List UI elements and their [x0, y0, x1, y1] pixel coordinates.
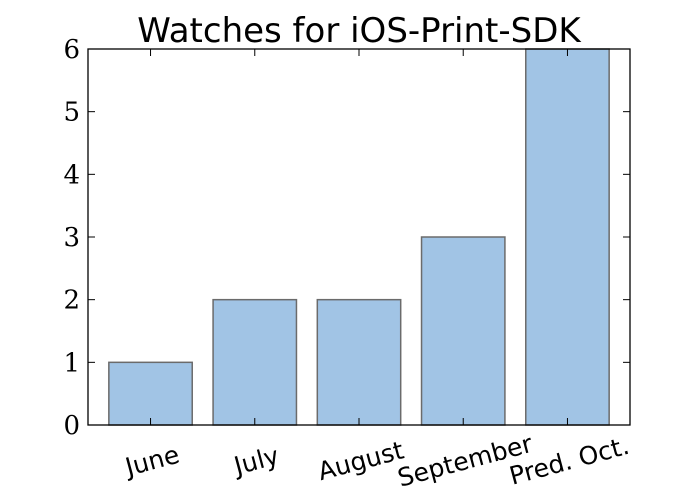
y-tick-label-3: 3	[63, 223, 80, 253]
bar-0	[108, 361, 193, 426]
bars-layer	[108, 48, 610, 426]
y-tick-label-5: 5	[63, 98, 80, 128]
y-tick-labels: 0 1 2 3 4 5 6	[63, 35, 80, 441]
y-tick-label-6: 6	[63, 35, 80, 65]
x-tick-label-1: July	[229, 441, 282, 481]
bar-3	[420, 236, 506, 426]
y-tick-label-4: 4	[63, 160, 80, 190]
x-tick-label-2: August	[315, 435, 407, 486]
x-tick-label-0: June	[120, 440, 182, 483]
axes-frame	[87, 48, 631, 426]
bar-1	[212, 298, 298, 426]
bar-2	[316, 298, 402, 426]
y-tick-label-2: 2	[63, 286, 80, 316]
bar-4	[525, 48, 610, 426]
y-tick-label-0: 0	[63, 411, 80, 441]
chart-title: Watches for iOS-Print-SDK	[137, 11, 582, 51]
y-tick-label-1: 1	[63, 348, 80, 378]
